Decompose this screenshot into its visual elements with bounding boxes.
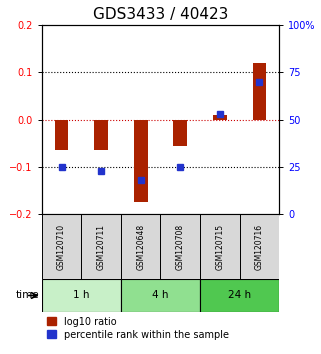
Bar [213, 115, 227, 120]
Bar [134, 120, 148, 202]
Text: GSM120715: GSM120715 [215, 224, 224, 270]
Bar [253, 63, 266, 120]
FancyBboxPatch shape [121, 214, 160, 279]
FancyBboxPatch shape [200, 214, 240, 279]
Text: 1 h: 1 h [73, 291, 90, 301]
Text: GSM120710: GSM120710 [57, 224, 66, 270]
FancyBboxPatch shape [42, 279, 121, 312]
Bar [55, 120, 68, 150]
Legend: log10 ratio, percentile rank within the sample: log10 ratio, percentile rank within the … [47, 316, 229, 339]
Text: GSM120708: GSM120708 [176, 224, 185, 270]
Text: GSM120711: GSM120711 [97, 224, 106, 270]
FancyBboxPatch shape [160, 214, 200, 279]
Text: time: time [16, 291, 40, 301]
Title: GDS3433 / 40423: GDS3433 / 40423 [93, 7, 228, 22]
FancyBboxPatch shape [42, 214, 81, 279]
Text: 24 h: 24 h [228, 291, 251, 301]
FancyBboxPatch shape [81, 214, 121, 279]
FancyBboxPatch shape [240, 214, 279, 279]
Text: GSM120648: GSM120648 [136, 224, 145, 270]
Text: 4 h: 4 h [152, 291, 169, 301]
Bar [173, 120, 187, 145]
Text: GSM120716: GSM120716 [255, 224, 264, 270]
Bar [94, 120, 108, 150]
FancyBboxPatch shape [200, 279, 279, 312]
FancyBboxPatch shape [121, 279, 200, 312]
